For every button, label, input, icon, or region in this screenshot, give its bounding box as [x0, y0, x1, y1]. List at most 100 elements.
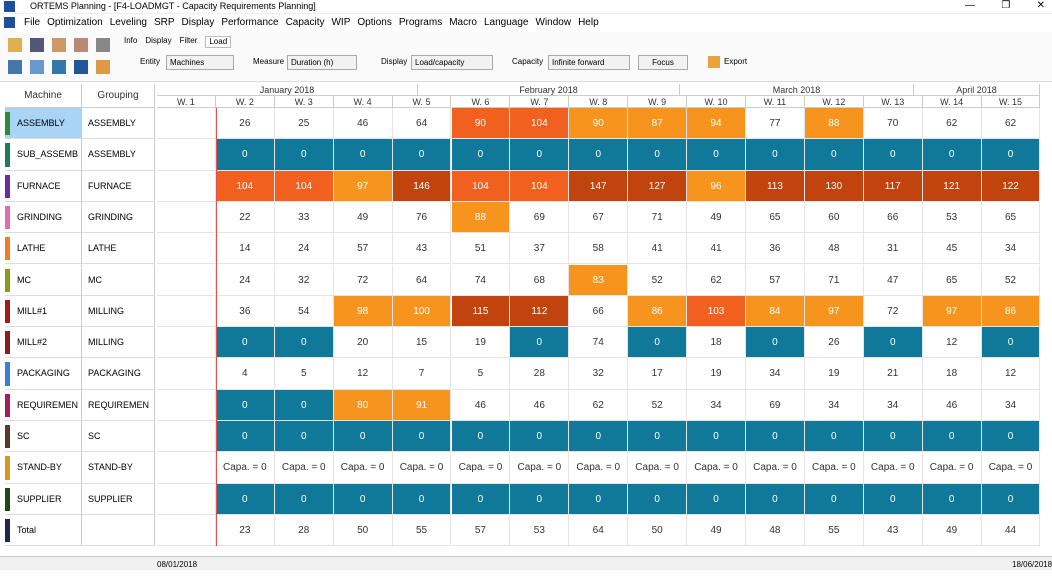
- load-cell: 0: [274, 389, 334, 421]
- menu-item[interactable]: Macro: [449, 17, 477, 28]
- load-cell: 18: [922, 358, 982, 390]
- load-cell: 64: [392, 108, 452, 140]
- load-cell: Capa. = 0: [628, 452, 688, 484]
- menu-item[interactable]: Options: [357, 17, 392, 28]
- load-cell: 5: [451, 358, 511, 390]
- grouping-cell: ASSEMBLY: [82, 139, 155, 171]
- export-button[interactable]: Export: [724, 57, 748, 66]
- display-select[interactable]: Load/capacity: [411, 55, 493, 70]
- load-cell: Capa. = 0: [274, 452, 334, 484]
- grouping-name: FURNACE: [88, 180, 132, 191]
- load-cell: Capa. = 0: [333, 452, 393, 484]
- tab-strip: Info Display Filter Load: [124, 36, 232, 48]
- row-swatch: [5, 456, 10, 480]
- load-cell: 43: [392, 233, 452, 265]
- load-cell: 0: [628, 139, 688, 171]
- menu-item[interactable]: SRP: [153, 17, 175, 28]
- week-header: W. 7: [510, 96, 570, 108]
- load-cell: Capa. = 0: [746, 452, 805, 484]
- grouping-name: SUPPLIER: [88, 493, 133, 504]
- load-cell: 0: [333, 139, 393, 171]
- window-title: ORTEMS Planning - [F4-LOADMGT - Capacity…: [30, 1, 316, 11]
- menu-item[interactable]: Window: [535, 17, 572, 28]
- load-cell: 49: [687, 514, 746, 547]
- load-cell: 0: [863, 327, 923, 359]
- tab[interactable]: Load: [205, 36, 232, 48]
- window-controls[interactable]: — ❐ ✕: [965, 0, 1045, 11]
- grouping-cell: GRINDING: [82, 201, 155, 234]
- load-cell: 26: [804, 327, 864, 359]
- load-cell: 0: [215, 421, 275, 453]
- menu-item[interactable]: Language: [484, 17, 529, 28]
- tab[interactable]: Display: [145, 36, 172, 45]
- load-cell: 0: [451, 483, 511, 515]
- load-cell: 34: [981, 233, 1041, 265]
- load-cell: 71: [804, 264, 864, 296]
- menu-item[interactable]: Programs: [398, 17, 443, 28]
- measure-select[interactable]: Duration (h): [287, 55, 357, 70]
- load-cell: 0: [804, 421, 864, 453]
- month-header: February 2018: [418, 84, 680, 96]
- grouping-name: STAND-BY: [88, 462, 133, 473]
- toolbar-icons[interactable]: [8, 38, 118, 52]
- load-cell: 0: [274, 421, 334, 453]
- menu-item[interactable]: Leveling: [109, 17, 147, 28]
- load-cell: 58: [569, 233, 629, 265]
- week-header: W. 3: [274, 96, 334, 108]
- end-date: 18/06/2018: [1012, 560, 1052, 569]
- machine-name: ASSEMBLY: [17, 118, 65, 128]
- load-cell: 41: [687, 233, 746, 265]
- menu-item[interactable]: File: [24, 17, 41, 28]
- load-cell: 70: [863, 108, 923, 140]
- menu-item[interactable]: Display: [181, 17, 215, 28]
- load-cell: 57: [746, 264, 805, 296]
- week-header: W. 8: [569, 96, 629, 108]
- load-cell: 32: [569, 358, 629, 390]
- column-header: Grouping: [82, 84, 155, 108]
- tab[interactable]: Filter: [179, 36, 198, 45]
- machine-name: SC: [17, 431, 30, 441]
- menu-item[interactable]: WIP: [331, 17, 351, 28]
- load-cell: 0: [274, 139, 334, 171]
- menu-item[interactable]: Help: [578, 17, 599, 28]
- menu-item[interactable]: Capacity: [285, 17, 325, 28]
- menu-item[interactable]: Performance: [221, 17, 279, 28]
- load-cell: 49: [922, 514, 982, 547]
- load-cell: 50: [333, 514, 393, 547]
- capacity-select[interactable]: Infinite forward: [548, 55, 630, 70]
- status-bar: 08/01/2018 18/06/2018: [0, 556, 1052, 570]
- load-cell: 0: [569, 421, 629, 453]
- label: Capacity: [512, 57, 544, 66]
- load-cell: [157, 295, 216, 328]
- load-cell: [157, 139, 216, 171]
- load-cell: 4: [215, 358, 275, 390]
- load-cell: 21: [863, 358, 923, 390]
- load-cell: Capa. = 0: [804, 452, 864, 484]
- machine-name: MC: [17, 274, 31, 285]
- machine-name: PACKAGING: [17, 368, 70, 379]
- row-swatch: [5, 174, 10, 198]
- load-cell: 0: [215, 139, 275, 171]
- week-header: W. 10: [687, 96, 746, 108]
- load-cell: 76: [392, 201, 452, 234]
- machine-cell: SUPPLIER: [5, 483, 82, 515]
- toolbar-icons[interactable]: [8, 60, 118, 74]
- load-cell: [157, 389, 216, 421]
- machine-name: SUB_ASSEMB: [17, 149, 79, 160]
- week-header: W. 4: [333, 96, 393, 108]
- grouping-cell: LATHE: [82, 233, 155, 265]
- load-cell: 49: [687, 201, 746, 234]
- menu-item[interactable]: Optimization: [47, 17, 103, 28]
- export-icon: [708, 56, 720, 68]
- machine-name: SUPPLIER: [17, 493, 62, 504]
- machine-cell: REQUIREMEN: [5, 389, 82, 421]
- grouping-cell: MC: [82, 264, 155, 296]
- load-cell: [157, 327, 216, 359]
- entity-select[interactable]: Machines: [166, 55, 234, 70]
- load-cell: 55: [392, 514, 452, 547]
- load-cell: 19: [687, 358, 746, 390]
- tab[interactable]: Info: [124, 36, 138, 45]
- load-cell: Capa. = 0: [922, 452, 982, 484]
- focus-button[interactable]: Focus: [638, 55, 688, 70]
- grouping-name: ASSEMBLY: [88, 149, 136, 160]
